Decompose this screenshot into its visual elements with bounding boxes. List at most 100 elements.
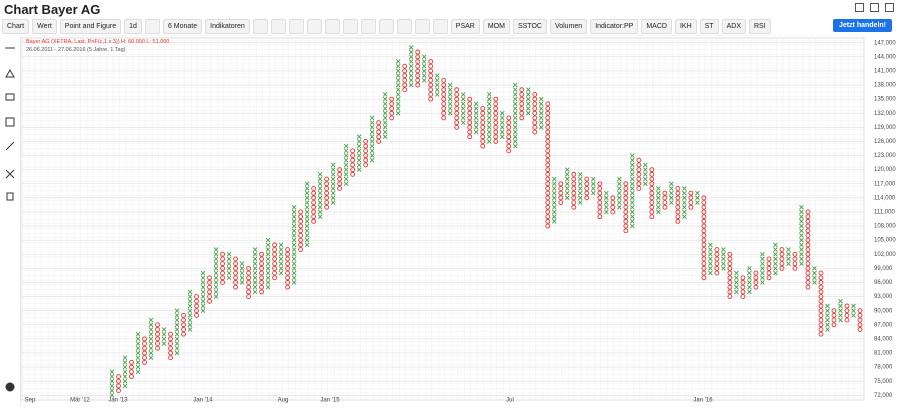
o-box <box>506 148 512 154</box>
toolbar-button[interactable] <box>270 18 286 34</box>
x-box <box>734 275 739 281</box>
toolbar-button[interactable] <box>288 18 304 34</box>
toolbar-button[interactable]: Wert <box>32 18 57 34</box>
o-column <box>272 242 278 281</box>
icon[interactable] <box>5 117 15 127</box>
icon[interactable] <box>870 3 879 12</box>
x-box <box>291 251 297 257</box>
toolbar-button[interactable]: SSTOC <box>512 18 547 34</box>
icon[interactable] <box>5 68 15 78</box>
o-box <box>493 110 499 116</box>
toolbar-button[interactable]: 1d <box>124 18 142 34</box>
o-box <box>545 209 551 215</box>
o-box <box>428 91 434 97</box>
icon[interactable] <box>885 3 894 12</box>
x-box <box>122 378 128 384</box>
x-box <box>708 266 713 271</box>
x-box <box>578 186 583 191</box>
x-box <box>473 106 479 111</box>
o-box <box>181 331 186 337</box>
x-box <box>812 280 817 285</box>
icon[interactable] <box>5 169 15 179</box>
toolbar-button[interactable]: Indikatoren <box>205 18 250 34</box>
o-box <box>467 101 473 107</box>
x-box <box>213 270 219 276</box>
x-box <box>343 148 349 154</box>
o-box <box>701 265 707 271</box>
toolbar-button[interactable] <box>378 18 394 34</box>
x-box <box>395 106 401 111</box>
toolbar-button[interactable]: 6 Monate <box>162 18 203 34</box>
toolbar-button[interactable]: MACD <box>641 18 672 34</box>
x-column <box>161 327 167 346</box>
x-box <box>148 345 154 351</box>
x-box <box>486 96 492 102</box>
x-box <box>239 280 245 285</box>
o-box <box>753 270 759 276</box>
y-tick-label: 90,000 <box>874 308 893 314</box>
x-column <box>408 45 414 88</box>
x-column <box>786 247 791 266</box>
toolbar-button[interactable]: Indicator:PP <box>590 18 639 34</box>
x-box <box>291 223 297 229</box>
o-box <box>155 345 160 351</box>
o-box <box>545 162 551 168</box>
icon[interactable] <box>5 382 15 392</box>
o-box <box>155 327 160 332</box>
o-box <box>285 261 291 267</box>
y-tick-label: 144,000 <box>874 54 896 60</box>
o-column <box>753 270 759 290</box>
icon[interactable] <box>6 192 14 201</box>
x-box <box>538 115 544 121</box>
o-box <box>467 96 473 102</box>
toolbar-button[interactable] <box>360 18 376 34</box>
x-box <box>252 275 258 281</box>
x-column <box>213 247 219 299</box>
toolbar-button[interactable]: ADX <box>721 18 746 34</box>
x-column <box>174 308 180 356</box>
x-box <box>356 157 362 163</box>
x-box <box>486 106 492 111</box>
x-box <box>825 322 830 328</box>
toolbar-button[interactable] <box>252 18 268 34</box>
toolbar-button[interactable]: Volumen <box>549 18 588 34</box>
x-column <box>525 87 531 116</box>
x-box <box>421 59 427 64</box>
toolbar-button[interactable] <box>324 18 340 34</box>
toolbar-button[interactable]: Point and Figure <box>59 18 122 34</box>
icon[interactable] <box>855 3 864 12</box>
x-box <box>773 251 778 257</box>
toolbar-button[interactable] <box>144 18 160 34</box>
y-tick-label: 84,000 <box>874 336 893 342</box>
toolbar-button[interactable]: PSAR <box>450 18 480 34</box>
x-box <box>552 219 557 224</box>
x-box <box>565 195 570 201</box>
toolbar-button[interactable]: MOM <box>482 18 510 34</box>
x-box <box>552 214 557 219</box>
x-box <box>630 190 635 196</box>
toolbar-button[interactable]: ST <box>699 18 719 34</box>
x-box <box>265 242 271 248</box>
o-column <box>662 190 668 210</box>
x-box <box>786 256 791 262</box>
x-box <box>109 388 115 393</box>
toolbar-button[interactable]: Chart <box>2 18 30 34</box>
x-box <box>604 190 609 196</box>
toolbar-button[interactable] <box>396 18 412 34</box>
toolbar-button[interactable] <box>414 18 430 34</box>
toolbar-button[interactable]: IKH <box>674 18 697 34</box>
toolbar-button[interactable] <box>432 18 448 34</box>
x-box <box>799 247 804 252</box>
o-box <box>818 308 824 314</box>
o-box <box>259 270 265 276</box>
icon[interactable] <box>5 93 15 101</box>
x-tick-label: Mär '12 <box>70 398 90 404</box>
o-box <box>701 218 707 224</box>
o-box <box>623 228 629 234</box>
trade-button[interactable]: Jetzt handeln! <box>832 19 892 32</box>
toolbar-button[interactable] <box>306 18 322 34</box>
icon[interactable] <box>5 141 15 151</box>
toolbar-button[interactable] <box>342 18 358 34</box>
legend-series: Bayer AG (XETRA, Last, PnF(c,1 x 3)) H: … <box>26 39 170 45</box>
toolbar-button[interactable]: RSI <box>749 18 771 34</box>
